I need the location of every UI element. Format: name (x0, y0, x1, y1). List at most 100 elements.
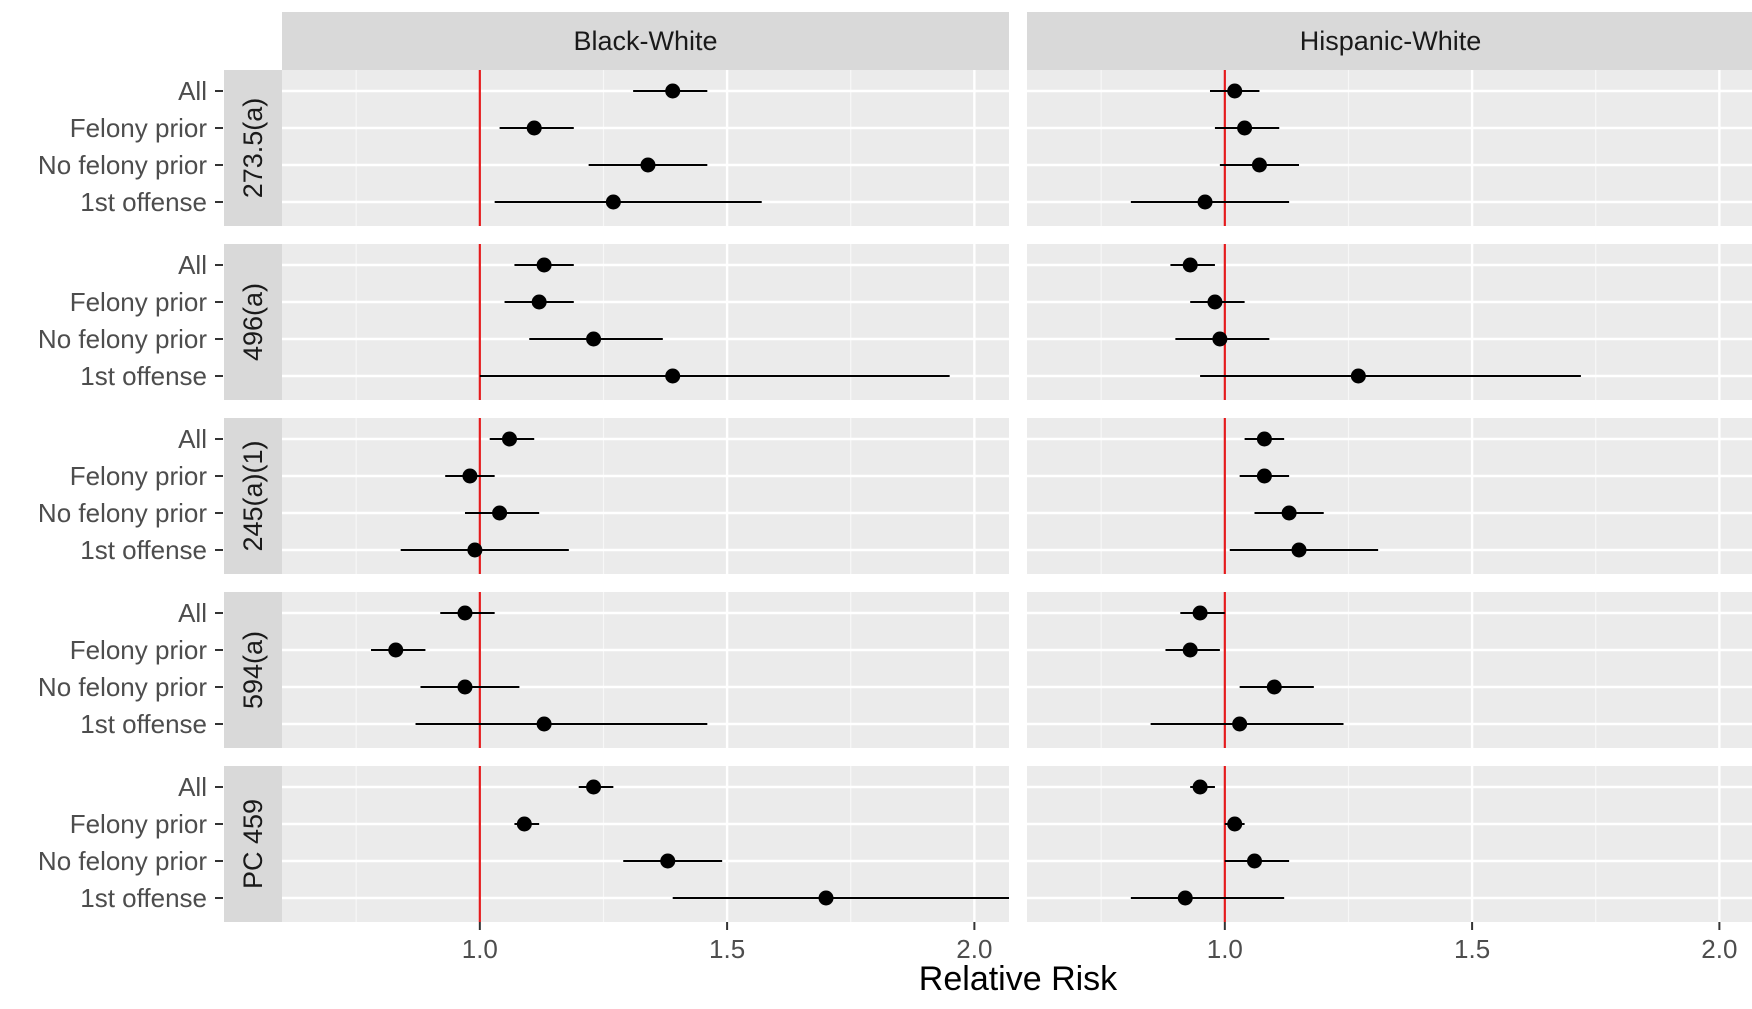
panel-background (282, 592, 1009, 748)
point-estimate (1232, 716, 1248, 732)
panel (1027, 70, 1752, 226)
panel-background (1027, 418, 1752, 574)
point-estimate (1237, 120, 1253, 136)
panel (1027, 766, 1752, 922)
category-label: No felony prior (38, 672, 207, 702)
panel (1027, 592, 1752, 748)
panel (282, 244, 1009, 400)
point-estimate (1291, 542, 1307, 558)
row-strip-label: 273.5(a) (238, 98, 268, 199)
category-label: No felony prior (38, 324, 207, 354)
strips-layer: Black-White Hispanic-White 273.5(a) 496(a) 2… (224, 12, 1752, 922)
category-label: 1st offense (80, 187, 207, 217)
row-strip (224, 70, 282, 226)
x-tick-label: 1.5 (709, 934, 745, 964)
point-estimate (1227, 83, 1243, 99)
panel (282, 418, 1009, 574)
category-label: 1st offense (80, 361, 207, 391)
panel-background (282, 70, 1009, 226)
x-tick-label: 1.5 (1454, 934, 1490, 964)
category-label: 1st offense (80, 535, 207, 565)
point-estimate (536, 716, 552, 732)
category-label: Felony prior (70, 809, 208, 839)
x-tick-label: 1.0 (1207, 934, 1243, 964)
column-strip-label: Hispanic-White (1300, 26, 1482, 56)
point-estimate (1192, 605, 1208, 621)
category-label: All (178, 250, 207, 280)
x-tick-label: 2.0 (956, 934, 992, 964)
panel (282, 766, 1009, 922)
point-estimate (388, 642, 404, 658)
panel-background (1027, 766, 1752, 922)
point-estimate (1177, 890, 1193, 906)
panel-background (1027, 592, 1752, 748)
point-estimate (665, 83, 681, 99)
column-strip-label: Black-White (573, 26, 717, 56)
panel (1027, 244, 1752, 400)
panel-background (282, 244, 1009, 400)
column-strip (282, 12, 1009, 70)
row-strip (224, 418, 282, 574)
point-estimate (1197, 194, 1213, 210)
point-estimate (1281, 505, 1297, 521)
point-estimate (1256, 468, 1272, 484)
row-strip-label: 594(a) (238, 631, 268, 709)
point-estimate (457, 605, 473, 621)
category-label: Felony prior (70, 287, 208, 317)
category-label: No felony prior (38, 150, 207, 180)
point-estimate (467, 542, 483, 558)
point-estimate (1192, 779, 1208, 795)
row-strip-label: PC 459 (238, 799, 268, 889)
point-estimate (1350, 368, 1366, 384)
point-estimate (1256, 431, 1272, 447)
x-axis-title: Relative Risk (919, 960, 1118, 998)
category-label: 1st offense (80, 709, 207, 739)
row-labels-layer: All Felony prior No felony prior 1st offens… (38, 76, 223, 913)
point-estimate (640, 157, 656, 173)
point-estimate (1227, 816, 1243, 832)
point-estimate (462, 468, 478, 484)
point-estimate (1207, 294, 1223, 310)
category-label: Felony prior (70, 461, 208, 491)
point-estimate (1246, 853, 1262, 869)
category-label: Felony prior (70, 113, 208, 143)
point-estimate (536, 257, 552, 273)
x-tick-label: 1.0 (462, 934, 498, 964)
category-label: No felony prior (38, 498, 207, 528)
category-label: All (178, 772, 207, 802)
panel (282, 592, 1009, 748)
point-estimate (660, 853, 676, 869)
point-estimate (526, 120, 542, 136)
point-estimate (501, 431, 517, 447)
x-axis-layer: 1.0 1.5 2.0 1.0 1.5 2.0 (462, 922, 1737, 964)
point-estimate (516, 816, 532, 832)
category-label: All (178, 424, 207, 454)
point-estimate (1182, 642, 1198, 658)
panels-layer (282, 70, 1752, 922)
point-estimate (1266, 679, 1282, 695)
row-strip (224, 592, 282, 748)
row-strip (224, 244, 282, 400)
point-estimate (1212, 331, 1228, 347)
point-estimate (586, 779, 602, 795)
panel-background (1027, 70, 1752, 226)
category-label: Felony prior (70, 635, 208, 665)
point-estimate (818, 890, 834, 906)
point-estimate (1182, 257, 1198, 273)
point-estimate (605, 194, 621, 210)
point-estimate (1251, 157, 1267, 173)
x-tick-label: 2.0 (1701, 934, 1737, 964)
category-label: No felony prior (38, 846, 207, 876)
panel-background (282, 766, 1009, 922)
panel-background (282, 418, 1009, 574)
category-label: All (178, 76, 207, 106)
row-strip-label: 245(a)(1) (238, 440, 268, 551)
category-label: 1st offense (80, 883, 207, 913)
panel-background (1027, 244, 1752, 400)
category-label: All (178, 598, 207, 628)
panel (1027, 418, 1752, 574)
point-estimate (665, 368, 681, 384)
point-estimate (586, 331, 602, 347)
row-strip-label: 496(a) (238, 283, 268, 361)
